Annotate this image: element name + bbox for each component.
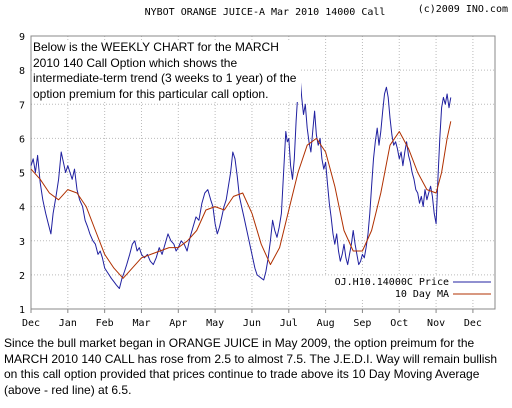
x-axis-ticks: Dec Jan Feb Mar Apr May Jun Jul Aug Sep Oct Nov Dec: [22, 309, 482, 329]
x-tick-label: Jan: [59, 318, 77, 329]
y-tick-label: 7: [19, 100, 25, 111]
chart-description-note: Below is the WEEKLY CHART for the MARCH …: [33, 40, 301, 102]
y-tick-label: 9: [19, 32, 25, 43]
x-tick-label: Aug: [317, 318, 335, 329]
x-tick-label: Apr: [169, 318, 187, 329]
x-tick-label: Oct: [390, 318, 408, 329]
x-tick-label: Dec: [22, 318, 40, 329]
y-tick-label: 6: [19, 134, 25, 145]
x-tick-label: Sep: [353, 318, 371, 329]
x-tick-label: Nov: [427, 318, 445, 329]
x-tick-label: Dec: [464, 318, 482, 329]
x-tick-label: Mar: [132, 318, 150, 329]
legend-label: OJ.H10.14000C Price: [335, 277, 449, 288]
plot-frame: [30, 35, 496, 310]
analysis-caption: Since the bull market began in ORANGE JU…: [4, 336, 498, 397]
legend-label: 10 Day MA: [395, 289, 449, 300]
chart-title: NYBOT ORANGE JUICE-A Mar 2010 14000 Call: [145, 7, 386, 18]
y-tick-label: 3: [19, 237, 25, 248]
y-tick-label: 5: [19, 169, 25, 180]
x-tick-label: Feb: [96, 318, 114, 329]
y-tick-label: 8: [19, 66, 25, 77]
legend-backdrop: [318, 288, 494, 300]
legend-backdrop: [318, 276, 494, 288]
price-series-line: [30, 73, 452, 289]
y-tick-label: 4: [19, 203, 25, 214]
series-lines: [30, 73, 452, 289]
x-tick-label: Jun: [243, 318, 261, 329]
copyright-label: (c)2009 INO.com: [418, 4, 508, 15]
y-axis-ticks: 1 2 3 4 5 6 7 8 9: [19, 32, 25, 316]
x-tick-label: May: [206, 318, 224, 329]
moving-average-line: [30, 121, 452, 279]
x-tick-label: Jul: [280, 318, 298, 329]
y-tick-label: 2: [19, 271, 25, 282]
y-tick-label: 1: [19, 305, 25, 316]
